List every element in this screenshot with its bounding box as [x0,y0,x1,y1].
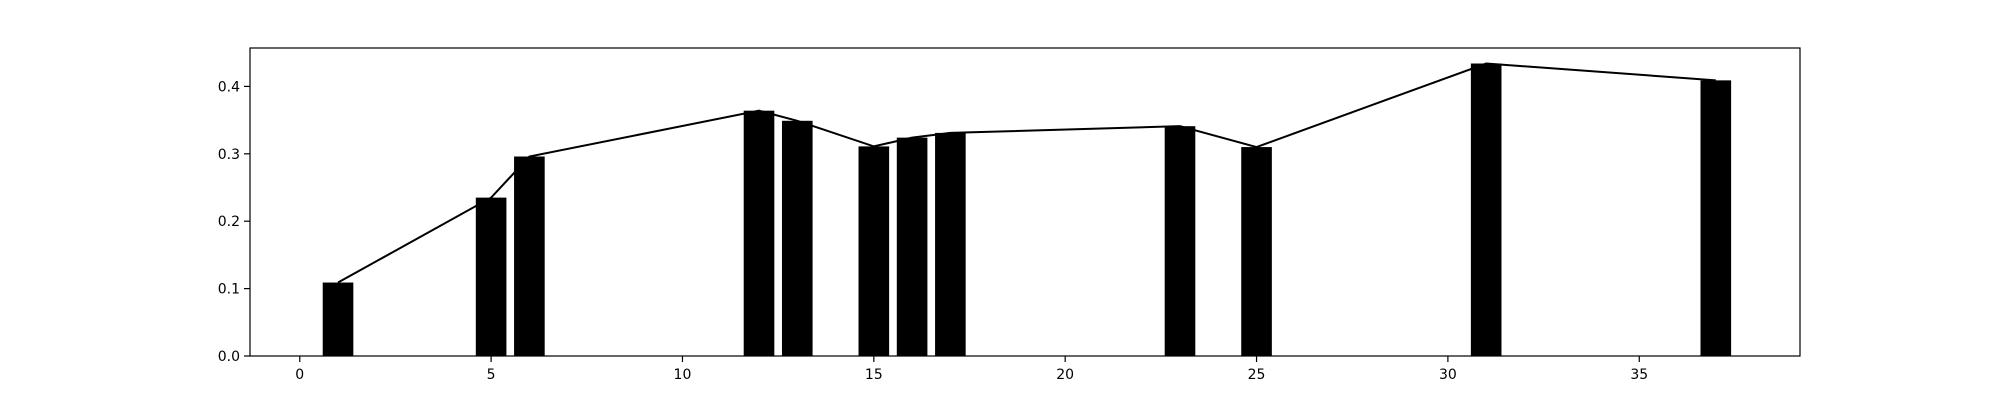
bar-12 [743,110,775,356]
line-series [337,62,1716,284]
bar-37 [1700,80,1732,357]
bars-layer [322,63,1732,357]
bar-15 [858,146,890,356]
bar-23 [1164,126,1196,356]
y-tick-label-0.2: 0.2 [218,214,240,230]
bar-25 [1241,147,1272,356]
bar-16 [896,137,928,356]
y-tick-label-0: 0.0 [218,349,240,365]
x-tick-label-30: 30 [1439,367,1457,383]
bar-6 [514,156,545,356]
line-layer [337,62,1716,284]
y-tick-label-0.1: 0.1 [218,282,240,298]
x-tick-label-35: 35 [1630,367,1648,383]
x-tick-label-25: 25 [1248,367,1266,383]
x-tick-label-10: 10 [674,367,692,383]
x-tick-label-0: 0 [295,367,304,383]
y-tick-label-0.3: 0.3 [218,147,240,163]
x-tick-label-20: 20 [1056,367,1074,383]
bar-31 [1470,63,1502,356]
bar-1 [322,282,354,356]
bar-13 [781,120,813,356]
bar-5 [475,197,507,356]
x-tick-label-15: 15 [865,367,883,383]
x-tick-label-5: 5 [487,367,496,383]
axes-layer: 0 5 10 15 20 25 30 35 0.0 0.1 0.2 0.3 0.4 [218,47,1801,383]
bar-17 [935,132,966,356]
plot-frame [249,47,1801,357]
y-tick-label-0.4: 0.4 [218,79,240,95]
